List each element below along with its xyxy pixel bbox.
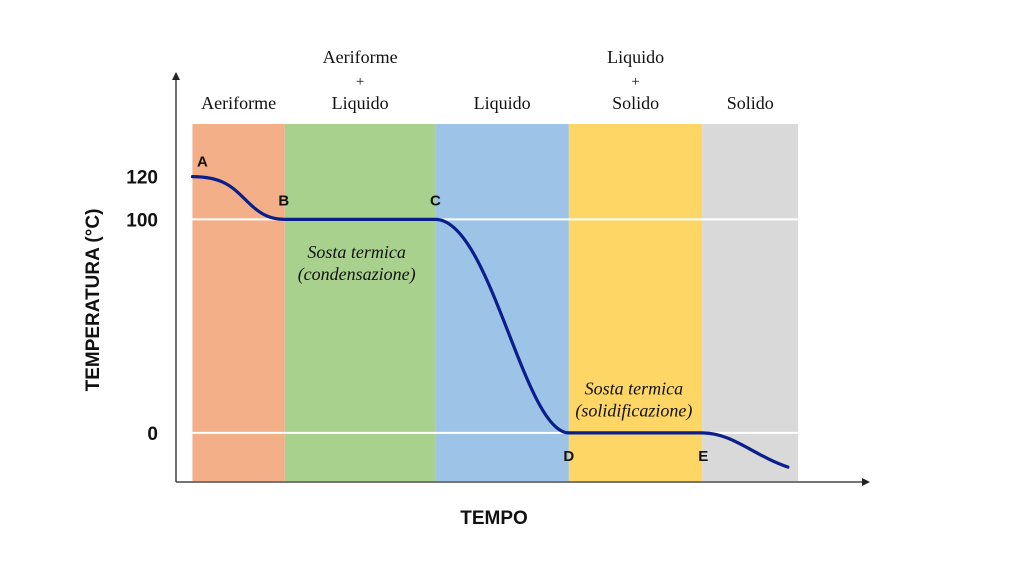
axes bbox=[172, 72, 870, 486]
point-label: A bbox=[197, 154, 208, 171]
phase-label: Liquido bbox=[332, 93, 389, 113]
point-label: E bbox=[698, 448, 708, 465]
y-tick-label: 120 bbox=[126, 168, 158, 189]
phase-label: Solido bbox=[727, 93, 774, 113]
x-axis-label: TEMPO bbox=[460, 508, 528, 529]
phase-region bbox=[568, 124, 703, 481]
y-axis-arrow bbox=[172, 72, 180, 80]
phase-regions bbox=[192, 124, 799, 481]
point-label: C bbox=[430, 192, 441, 209]
phase-region bbox=[284, 124, 436, 481]
annotation-text: (solidificazione) bbox=[575, 400, 692, 421]
phase-label: Liquido bbox=[607, 47, 664, 67]
point-label: D bbox=[563, 448, 574, 465]
phase-label: + bbox=[356, 74, 364, 90]
annotation-text: Sosta termica bbox=[585, 378, 684, 398]
annotation-text: (condensazione) bbox=[298, 264, 416, 285]
phase-region bbox=[435, 124, 569, 481]
phase-label: Aeriforme bbox=[323, 47, 398, 67]
phase-label: + bbox=[631, 74, 639, 90]
x-axis-arrow bbox=[862, 478, 870, 486]
phase-label: Aeriforme bbox=[201, 93, 276, 113]
phase-label: Solido bbox=[612, 93, 659, 113]
y-tick-label: 0 bbox=[147, 424, 158, 445]
y-tick-label: 100 bbox=[126, 210, 158, 231]
point-label: B bbox=[278, 192, 289, 209]
annotation-text: Sosta termica bbox=[307, 242, 406, 262]
phase-label: Liquido bbox=[474, 93, 531, 113]
chart-labels: Aeriforme Aeriforme + Liquido Liquido Liquido… bbox=[126, 47, 773, 465]
temperature-curve bbox=[190, 175, 790, 469]
phase-region bbox=[702, 124, 799, 481]
y-axis-label: TEMPERATURA (°C) bbox=[83, 209, 104, 392]
temperature-line bbox=[190, 175, 790, 469]
phase-region bbox=[192, 124, 285, 481]
